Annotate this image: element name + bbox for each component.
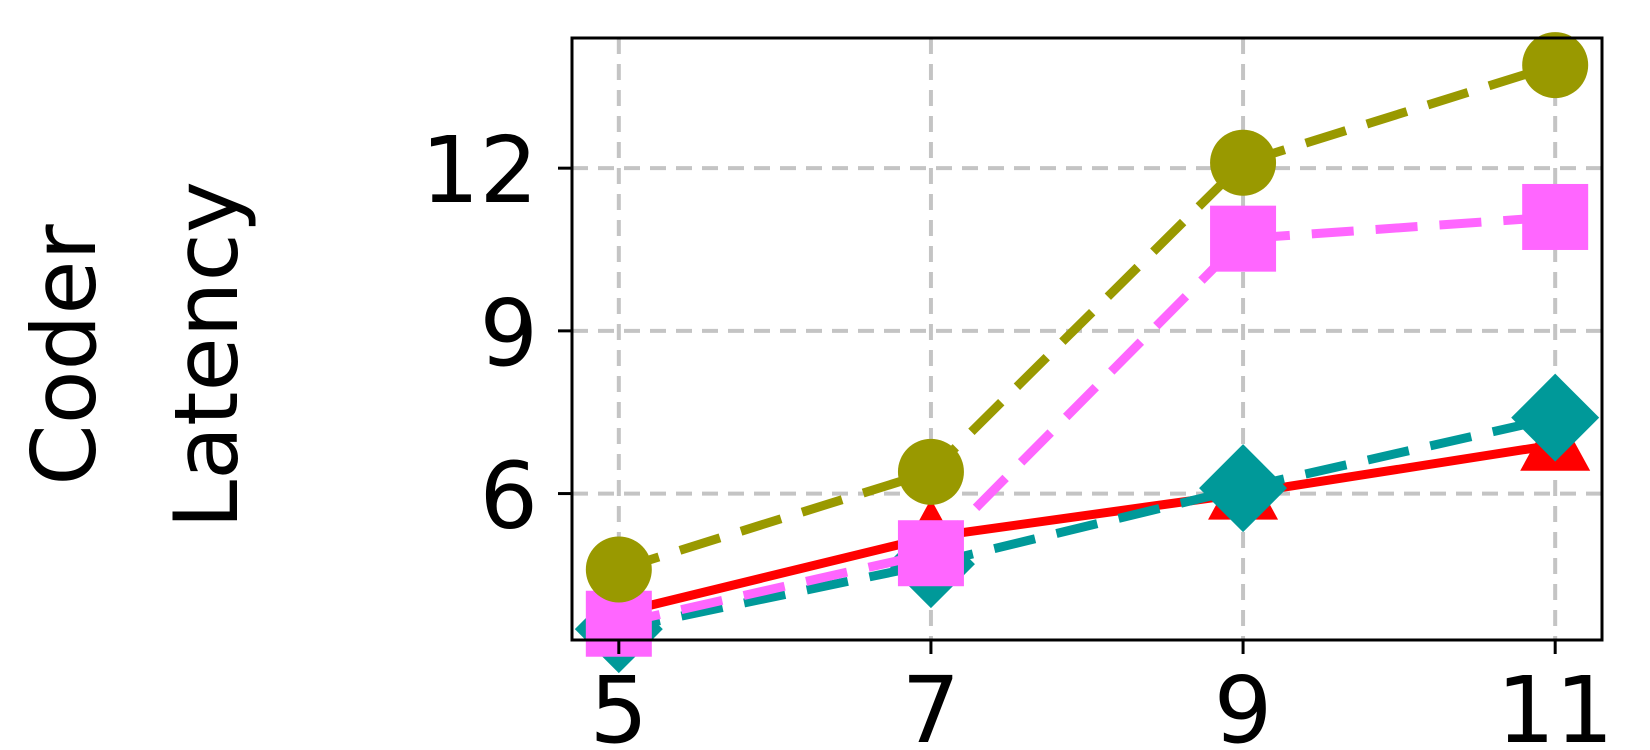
marker-circle-0 [585,536,652,603]
series-circle [585,32,1589,603]
series-diamond [574,373,1600,674]
y-tick-label-2: 12 [421,117,538,224]
axis-ticks: 5 7 9 11 6 9 12 [421,117,1614,750]
series-layer [574,32,1600,674]
x-tick-label-2: 9 [1214,657,1273,750]
plot-frame [570,36,1604,642]
x-tick-label-3: 11 [1497,657,1614,750]
y-tick-label-0: 6 [479,443,538,550]
series-line-triangle [617,440,1556,618]
series-line-circle [617,60,1557,574]
y-axis-label-line-2: Latency [155,181,258,529]
x-tick-label-0: 5 [590,657,649,750]
grid [572,38,1602,640]
marker-circle-1 [897,438,964,505]
y-tick-label-1: 9 [479,280,538,387]
series-line-diamond [617,413,1557,634]
marker-circle-3 [1522,32,1589,99]
marker-square-3 [1522,183,1589,250]
x-tick-label-1: 7 [902,657,961,750]
marker-square-2 [1210,205,1277,272]
marker-diamond-2 [1199,444,1288,533]
series-line-square [617,212,1556,629]
y-axis-label-line-1: Coder [13,223,116,485]
marker-diamond-3 [1511,373,1600,462]
marker-square-1 [897,520,964,587]
series-square [585,183,1589,657]
marker-circle-2 [1210,129,1277,196]
